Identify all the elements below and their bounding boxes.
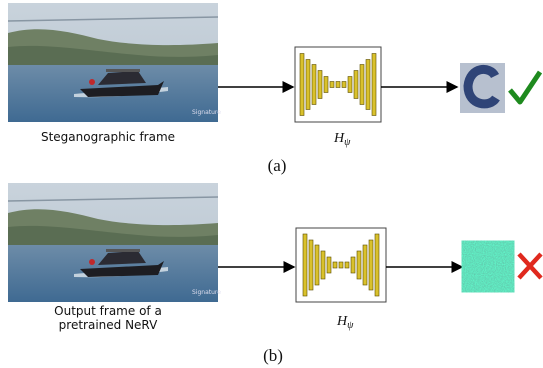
- layer-bar: [354, 71, 358, 99]
- caption: Output frame of a: [54, 304, 162, 318]
- decoded-image: [460, 63, 505, 113]
- layer-bar: [375, 234, 379, 296]
- layer-bar: [321, 251, 325, 279]
- layer-bar: [345, 262, 349, 268]
- layer-bar: [318, 71, 322, 99]
- layer-bar: [348, 77, 352, 93]
- layer-bar: [315, 245, 319, 285]
- decoder-label: Hψ: [333, 131, 351, 148]
- layer-bar: [306, 60, 310, 110]
- layer-bar: [300, 54, 304, 116]
- layer-bar: [366, 60, 370, 110]
- layer-bar: [339, 262, 343, 268]
- layer-bar: [327, 257, 331, 273]
- layer-bar: [309, 240, 313, 290]
- input-frame: [8, 183, 221, 302]
- layer-bar: [369, 240, 373, 290]
- layer-bar: [351, 257, 355, 273]
- panel-label: (b): [263, 346, 283, 365]
- layer-bar: [324, 77, 328, 93]
- layer-bar: [342, 82, 346, 88]
- input-frame: [8, 3, 221, 122]
- layer-bar: [303, 234, 307, 296]
- caption: pretrained NeRV: [59, 318, 158, 332]
- layer-bar: [372, 54, 376, 116]
- check-mark: [510, 72, 540, 102]
- layer-bar: [360, 65, 364, 105]
- layer-bar: [357, 251, 361, 279]
- layer-bar: [330, 82, 334, 88]
- decoded-noise: [466, 245, 510, 288]
- caption: Steganographic frame: [41, 130, 175, 144]
- layer-bar: [336, 82, 340, 88]
- layer-bar: [312, 65, 316, 105]
- layer-bar: [363, 245, 367, 285]
- decoder-label: Hψ: [336, 314, 354, 331]
- panel-label: (a): [268, 156, 287, 175]
- figure: Signature Steganographic frame Hψ (a) Ou…: [0, 0, 543, 368]
- layer-bar: [333, 262, 337, 268]
- cross-mark: [519, 254, 541, 278]
